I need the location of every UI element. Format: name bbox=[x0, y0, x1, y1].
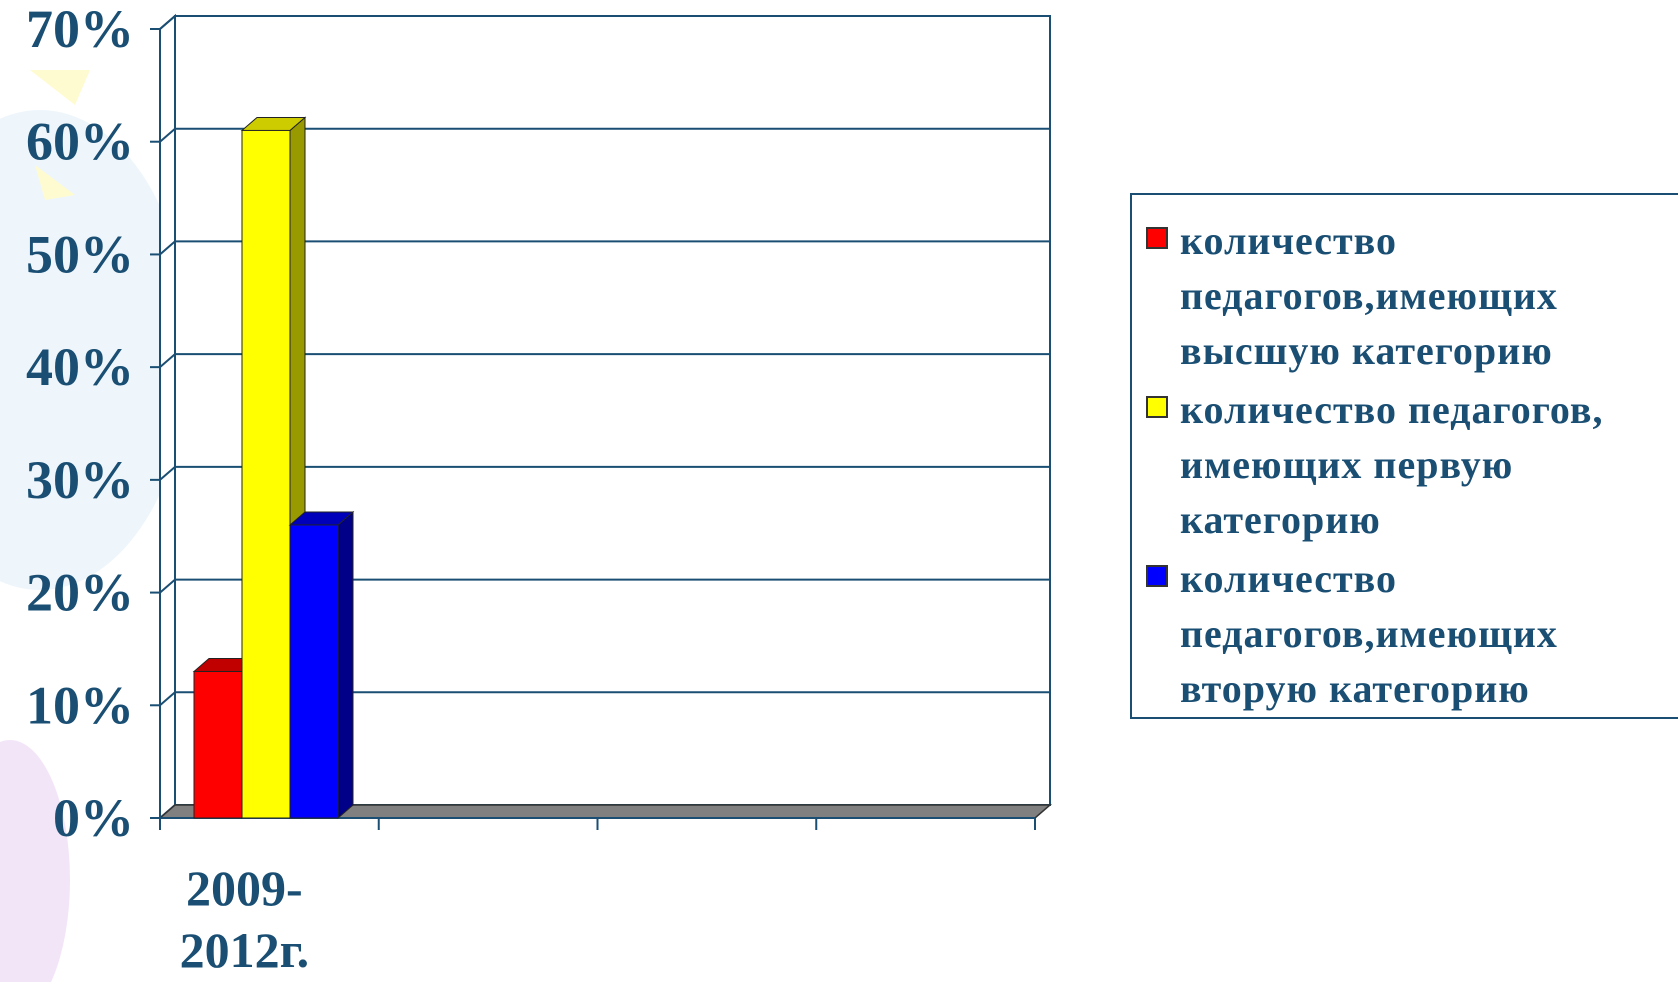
y-tick-label: 40% bbox=[26, 337, 134, 397]
legend: количество педагогов,имеющих высшую кате… bbox=[1130, 193, 1678, 719]
gridline-depth bbox=[159, 578, 176, 594]
y-tick-label: 60% bbox=[26, 112, 134, 172]
x-tick-label: 2009-2012г. bbox=[180, 860, 310, 978]
legend-swatch bbox=[1146, 396, 1168, 418]
legend-item: количество педагогов, имеющих первую кат… bbox=[1146, 382, 1678, 547]
y-tick-label: 30% bbox=[26, 450, 134, 510]
bar bbox=[240, 116, 307, 820]
x-axis: 2009-2012г. bbox=[159, 817, 1036, 978]
gridline-depth bbox=[159, 240, 176, 256]
legend-item: количество педагогов,имеющих вторую кате… bbox=[1146, 551, 1678, 716]
gridline-depth bbox=[159, 691, 176, 707]
gridline-depth bbox=[159, 15, 176, 30]
legend-label: количество педагогов, имеющих первую кат… bbox=[1180, 387, 1604, 542]
bar bbox=[288, 510, 355, 820]
y-tick-label: 70% bbox=[26, 0, 134, 59]
legend-swatch bbox=[1146, 227, 1168, 249]
legend-label: количество педагогов,имеющих вторую кате… bbox=[1180, 556, 1558, 711]
y-tick-label: 0% bbox=[53, 788, 134, 848]
legend-label: количество педагогов,имеющих высшую кате… bbox=[1180, 218, 1558, 373]
legend-swatch bbox=[1146, 565, 1168, 587]
gridline-depth bbox=[159, 127, 176, 143]
y-axis: 0% 10% 20% 30% 40% 50% 60% 70% bbox=[26, 0, 161, 848]
gridline-depth bbox=[159, 466, 176, 481]
gridline-depth bbox=[159, 353, 176, 368]
y-tick-label: 10% bbox=[26, 675, 134, 735]
bars bbox=[192, 116, 355, 820]
y-tick-label: 50% bbox=[26, 224, 134, 284]
y-tick-label: 20% bbox=[26, 563, 134, 623]
legend-item: количество педагогов,имеющих высшую кате… bbox=[1146, 213, 1678, 378]
